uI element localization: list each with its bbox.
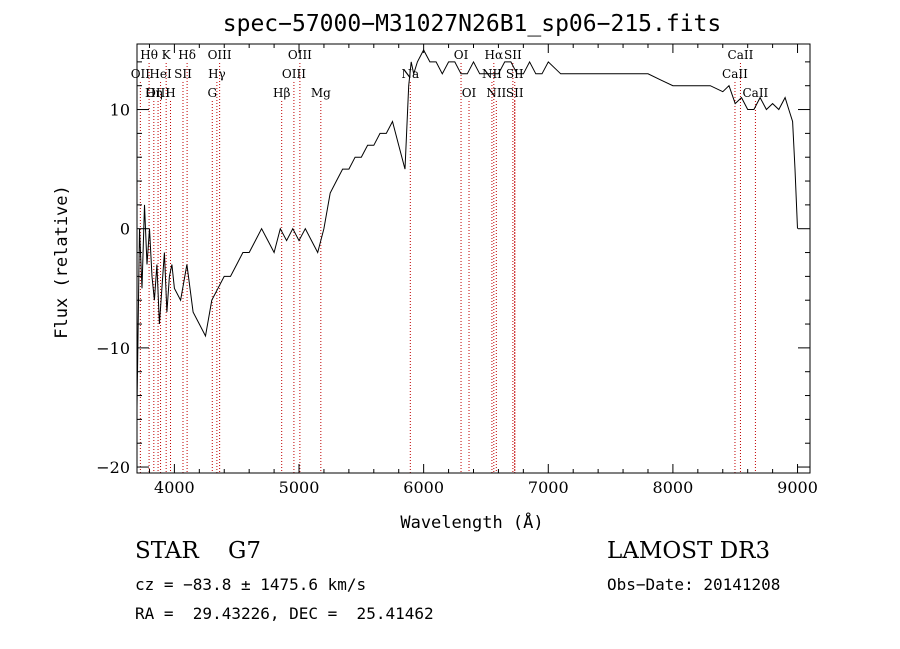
obs-date-label: Obs−Date: 20141208 xyxy=(607,575,781,594)
line-marker-label: SII xyxy=(504,48,522,62)
line-marker-label: Hη xyxy=(145,86,163,100)
line-marker-label: SII xyxy=(174,67,192,81)
coordinates-label: RA = 29.43226, DEC = 25.41462 xyxy=(135,604,434,623)
line-marker-label: OIII xyxy=(282,67,306,81)
line-marker-label: OI xyxy=(462,86,477,100)
x-tick-label: 6000 xyxy=(403,478,444,497)
x-axis-label: Wavelength (Å) xyxy=(400,511,543,533)
line-marker-label: SII xyxy=(506,67,524,81)
line-marker-label: K xyxy=(162,48,172,62)
line-marker-label: HeI xyxy=(149,67,172,81)
line-marker-label: Hθ xyxy=(140,48,158,62)
x-tick-label: 7000 xyxy=(528,478,569,497)
line-marker-label: SII xyxy=(506,86,524,100)
spectrum-series-line xyxy=(136,48,798,408)
line-marker-label: Hα xyxy=(485,48,504,62)
x-tick-label: 9000 xyxy=(777,478,818,497)
y-tick-label: 10 xyxy=(110,101,130,120)
line-marker-label: G xyxy=(207,86,217,100)
line-marker-label: CaII xyxy=(728,48,754,62)
line-marker-label: Mg xyxy=(311,86,331,100)
y-tick-label: −10 xyxy=(96,339,130,358)
line-marker-label: H xyxy=(165,86,175,100)
x-tick-label: 5000 xyxy=(279,478,320,497)
line-marker-label: Hδ xyxy=(178,48,196,62)
line-marker-label: OIII xyxy=(288,48,312,62)
classification-label: STAR G7 xyxy=(135,538,262,564)
axes xyxy=(136,43,811,474)
plot-frame xyxy=(136,43,811,474)
line-marker-label: Hγ xyxy=(208,67,226,81)
line-marker-label: Hβ xyxy=(273,86,290,100)
survey-label: LAMOST DR3 xyxy=(607,538,771,564)
y-tick-label: 0 xyxy=(120,220,130,239)
line-marker-label: NII xyxy=(486,86,506,100)
line-marker-label: OI xyxy=(454,48,469,62)
line-marker-label: CaII xyxy=(722,67,748,81)
line-marker-label: OIII xyxy=(146,86,170,100)
tick-labels: 4000 5000 6000 7000 8000 9000 −20 −10 0 10 xyxy=(96,101,818,497)
line-marker-label: CaII xyxy=(742,86,768,100)
chart-title: spec−57000−M31027N26B1_sp06−215.fits xyxy=(223,11,722,37)
line-marker-label: OIII xyxy=(208,48,232,62)
redshift-label: cz = −83.8 ± 1475.6 km/s xyxy=(135,575,367,594)
x-tick-label: 8000 xyxy=(653,478,694,497)
line-marker-label: OII xyxy=(131,67,151,81)
x-tick-label: 4000 xyxy=(154,478,195,497)
y-axis-label: Flux (relative) xyxy=(52,185,72,339)
y-tick-label: −20 xyxy=(96,458,130,477)
